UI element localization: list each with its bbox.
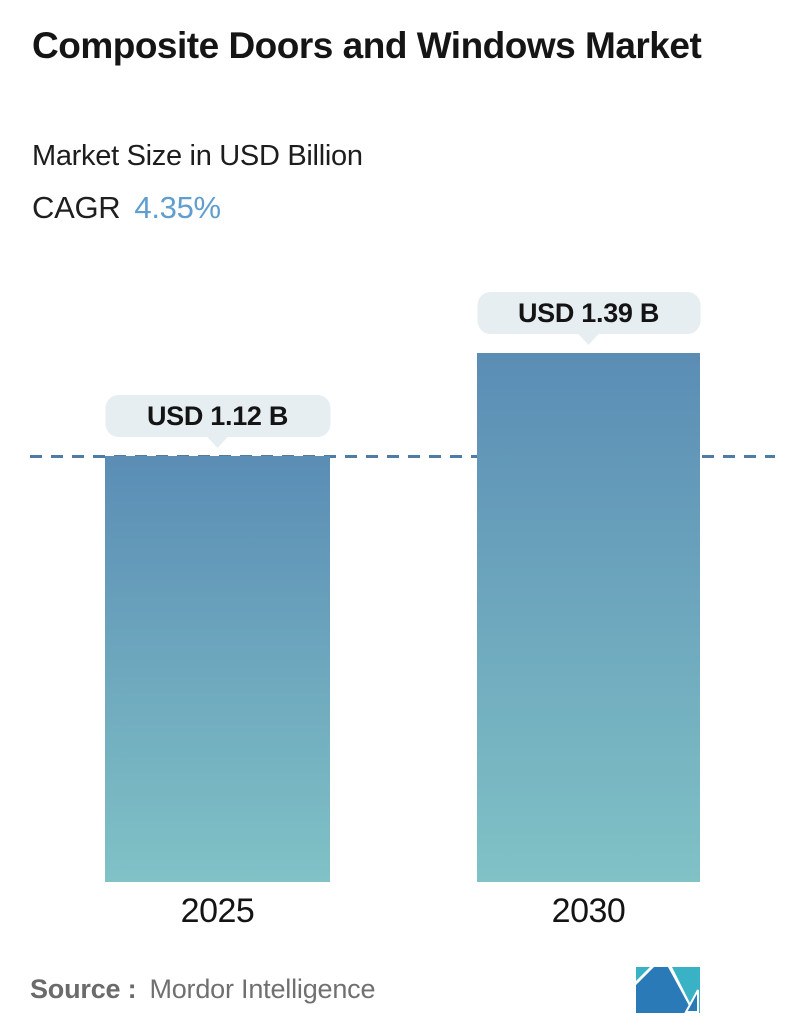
logo-teal-triangle — [636, 967, 650, 981]
value-bubble-2030: USD 1.39 B — [477, 292, 700, 345]
value-bubble-2025: USD 1.12 B — [105, 395, 330, 448]
axis-label-2025: 2025 — [180, 892, 255, 930]
logo-blue-corner — [684, 989, 699, 1013]
bar-chart: USD 1.12 B 2025 USD 1.39 B 2030 — [0, 260, 796, 930]
bar-group-2030: USD 1.39 B 2030 — [477, 260, 700, 930]
mordor-intelligence-logo — [636, 967, 700, 1013]
bar-group-2025: USD 1.12 B 2025 — [105, 260, 330, 930]
value-label-2030: USD 1.39 B — [517, 297, 660, 328]
reference-dashed-line — [30, 455, 775, 458]
source-name: Mordor Intelligence — [149, 974, 376, 1004]
cagr-row: CAGR 4.35% — [32, 190, 221, 226]
source-row: Source : Mordor Intelligence — [30, 974, 375, 1005]
bar-2030 — [477, 353, 700, 882]
axis-label-2030: 2030 — [551, 892, 626, 930]
cagr-value: 4.35% — [134, 190, 221, 225]
value-label-2025: USD 1.12 B — [146, 400, 289, 431]
bar-2025 — [105, 456, 330, 882]
source-label: Source : — [30, 974, 137, 1004]
cagr-label: CAGR — [32, 190, 121, 225]
page-title: Composite Doors and Windows Market — [32, 25, 702, 66]
logo-blue-main — [636, 967, 693, 1013]
chart-subtitle: Market Size in USD Billion — [32, 140, 363, 172]
